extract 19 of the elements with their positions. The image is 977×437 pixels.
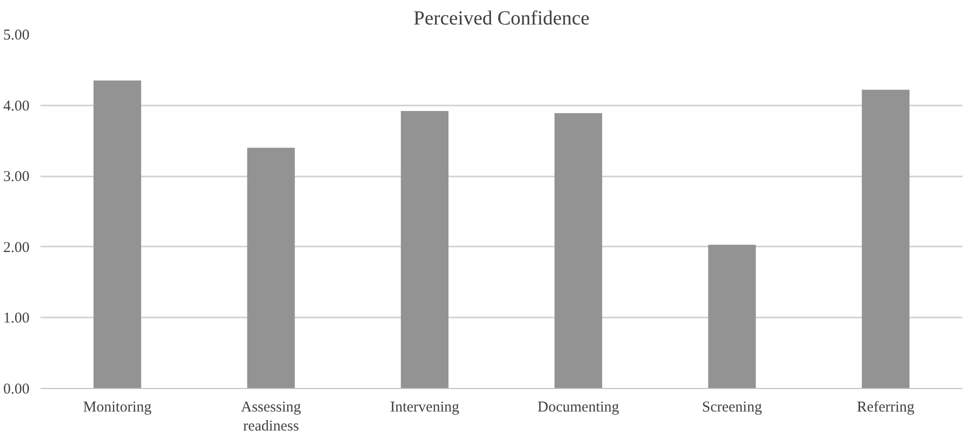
- x-tick-label: Intervening: [390, 400, 460, 416]
- bar: [94, 80, 142, 388]
- x-tick-label: Monitoring: [83, 400, 152, 416]
- x-tick-label: Screening: [702, 400, 762, 416]
- bar: [554, 113, 602, 388]
- y-tick-label: 3.00: [3, 169, 30, 186]
- y-tick-label: 5.00: [3, 28, 30, 44]
- y-tick-label: 0.00: [3, 382, 30, 398]
- y-tick-label: 1.00: [3, 310, 30, 327]
- bar: [862, 90, 910, 388]
- bar: [400, 110, 448, 388]
- x-tick-label: Assessing readiness: [240, 400, 302, 435]
- x-tick-label: Referring: [856, 400, 915, 416]
- y-tick-label: 2.00: [3, 240, 30, 256]
- bar: [708, 244, 756, 388]
- bar: [247, 148, 295, 388]
- x-tick-label: Documenting: [538, 400, 620, 416]
- chart-title: Perceived Confidence: [413, 8, 590, 30]
- y-tick-label: 4.00: [3, 98, 30, 114]
